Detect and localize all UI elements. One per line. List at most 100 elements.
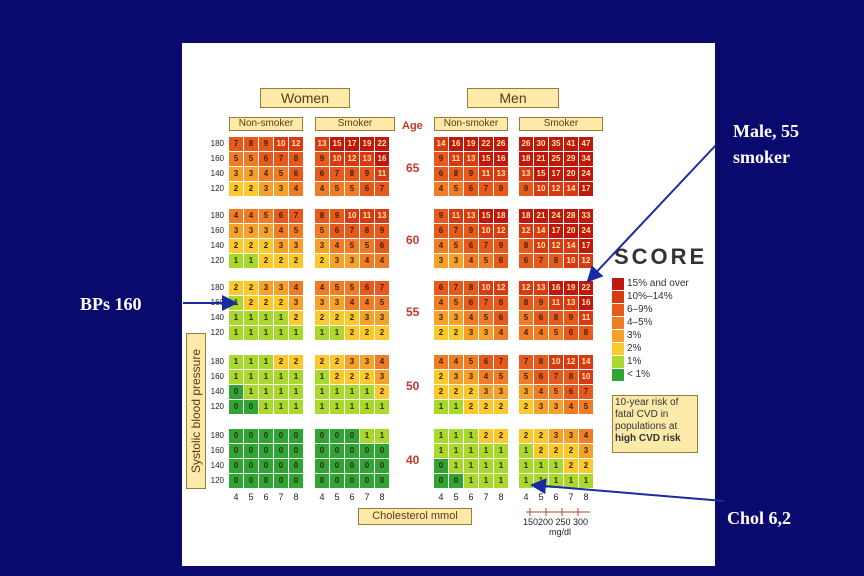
legend-swatch <box>612 278 624 290</box>
risk-cell: 16 <box>375 152 389 166</box>
risk-cell: 3 <box>259 224 273 238</box>
risk-cell: 3 <box>434 311 448 325</box>
risk-cell: 1 <box>229 326 243 340</box>
risk-cell: 22 <box>579 281 593 295</box>
risk-cell: 4 <box>259 167 273 181</box>
risk-cell: 8 <box>494 296 508 310</box>
risk-cell: 0 <box>330 429 344 443</box>
risk-cell: 2 <box>315 355 329 369</box>
risk-cell: 1 <box>229 311 243 325</box>
risk-cell: 1 <box>229 254 243 268</box>
risk-cell: 6 <box>464 239 478 253</box>
risk-cell: 29 <box>564 152 578 166</box>
risk-cell: 3 <box>274 239 288 253</box>
age-label: 55 <box>406 305 420 319</box>
risk-cell: 7 <box>345 224 359 238</box>
sbp-tick-label: 120 <box>210 256 224 265</box>
risk-cell: 4 <box>534 326 548 340</box>
risk-cell: 5 <box>345 239 359 253</box>
risk-cell: 6 <box>464 182 478 196</box>
risk-cell: 12 <box>519 224 533 238</box>
risk-cell: 19 <box>464 137 478 151</box>
risk-cell: 9 <box>330 209 344 223</box>
risk-cell: 2 <box>315 254 329 268</box>
risk-cell: 2 <box>564 444 578 458</box>
risk-cell: 5 <box>519 311 533 325</box>
risk-cell: 3 <box>229 167 243 181</box>
risk-cell: 24 <box>579 167 593 181</box>
risk-cell: 1 <box>375 400 389 414</box>
risk-cell: 24 <box>549 209 563 223</box>
risk-cell: 4 <box>315 281 329 295</box>
risk-cell: 15 <box>479 152 493 166</box>
risk-cell: 22 <box>479 137 493 151</box>
risk-cell: 17 <box>579 239 593 253</box>
risk-cell: 1 <box>479 459 493 473</box>
risk-cell: 0 <box>259 429 273 443</box>
risk-cell: 18 <box>494 209 508 223</box>
risk-cell: 6 <box>534 370 548 384</box>
risk-cell: 0 <box>274 459 288 473</box>
risk-cell: 2 <box>534 429 548 443</box>
risk-cell: 3 <box>479 385 493 399</box>
risk-cell: 1 <box>464 474 478 488</box>
risk-cell: 7 <box>579 385 593 399</box>
risk-cell: 1 <box>345 385 359 399</box>
risk-cell: 1 <box>479 474 493 488</box>
risk-cell: 0 <box>289 429 303 443</box>
risk-cell: 1 <box>289 385 303 399</box>
risk-cell: 1 <box>494 444 508 458</box>
risk-cell: 1 <box>289 326 303 340</box>
risk-cell: 1 <box>289 400 303 414</box>
risk-cell: 5 <box>330 182 344 196</box>
women-header: Women <box>260 88 350 108</box>
risk-cell: 3 <box>259 182 273 196</box>
risk-cell: 11 <box>360 209 374 223</box>
sbp-tick-label: 120 <box>210 184 224 193</box>
risk-cell: 8 <box>549 311 563 325</box>
cholesterol-tick-label: 8 <box>379 492 385 502</box>
risk-cell: 4 <box>229 209 243 223</box>
cholesterol-tick-label: 4 <box>319 492 325 502</box>
risk-cell: 1 <box>434 444 448 458</box>
risk-cell: 6 <box>464 296 478 310</box>
risk-cell: 11 <box>449 209 463 223</box>
risk-cell: 2 <box>330 370 344 384</box>
annotation-bps: BPs 160 <box>80 294 142 314</box>
risk-cell: 7 <box>289 209 303 223</box>
risk-cell: 5 <box>479 311 493 325</box>
risk-cell: 26 <box>519 137 533 151</box>
cholesterol-tick-label: 8 <box>498 492 504 502</box>
risk-cell: 0 <box>274 444 288 458</box>
risk-cell: 0 <box>345 459 359 473</box>
men-nonsmoker-header: Non-smoker <box>434 117 508 131</box>
risk-cell: 17 <box>579 182 593 196</box>
risk-cell: 1 <box>315 326 329 340</box>
risk-cell: 1 <box>274 311 288 325</box>
risk-cell: 5 <box>375 296 389 310</box>
risk-cell: 16 <box>449 137 463 151</box>
risk-cell: 3 <box>289 239 303 253</box>
risk-cell: 3 <box>579 444 593 458</box>
legend-label: 2% <box>627 343 642 354</box>
risk-cell: 4 <box>434 239 448 253</box>
women-nonsmoker-header: Non-smoker <box>229 117 303 131</box>
risk-cell: 7 <box>330 167 344 181</box>
risk-cell: 4 <box>289 281 303 295</box>
sbp-tick-label: 140 <box>210 461 224 470</box>
risk-cell: 3 <box>494 385 508 399</box>
risk-cell: 0 <box>360 474 374 488</box>
risk-cell: 5 <box>449 296 463 310</box>
risk-cell: 2 <box>289 311 303 325</box>
risk-cell: 2 <box>330 355 344 369</box>
risk-cell: 1 <box>519 474 533 488</box>
risk-cell: 0 <box>244 459 258 473</box>
risk-cell: 18 <box>519 209 533 223</box>
cholesterol-tick-label: 6 <box>468 492 474 502</box>
risk-cell: 8 <box>315 209 329 223</box>
risk-cell: 0 <box>229 459 243 473</box>
risk-cell: 4 <box>345 296 359 310</box>
sbp-tick-label: 140 <box>210 387 224 396</box>
risk-cell: 0 <box>330 444 344 458</box>
